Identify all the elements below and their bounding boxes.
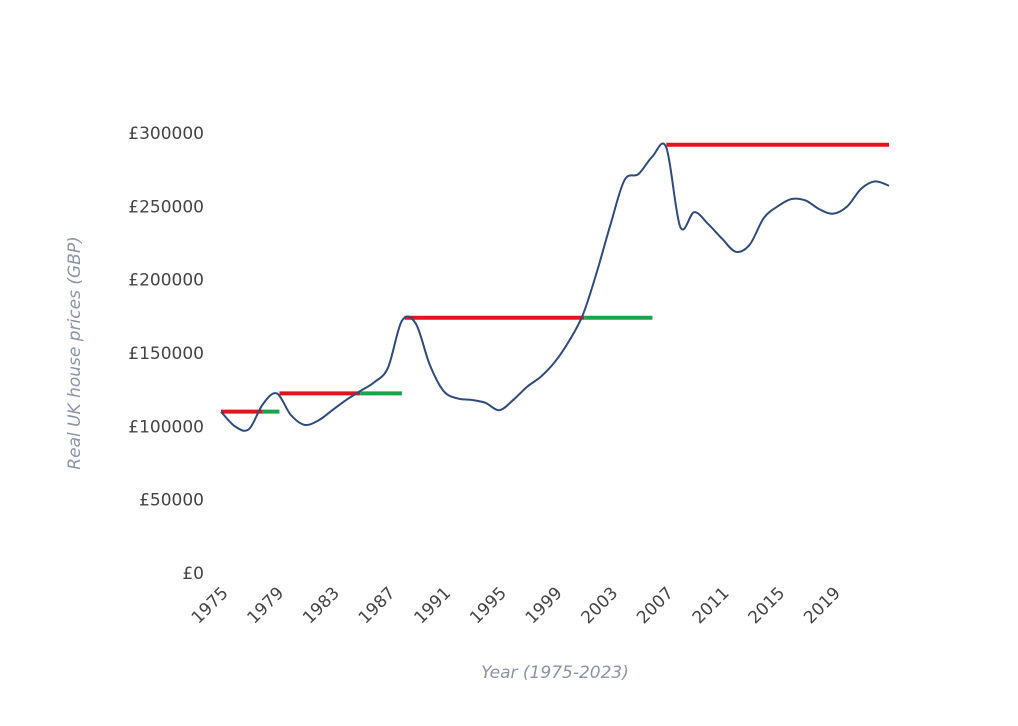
- y-tick-label: £50000: [139, 491, 204, 511]
- x-axis-ticks: 1975 1979 1983 1987 1991 1995 1999 2003 2007 2011…: [188, 583, 845, 628]
- x-tick-label: 1995: [466, 583, 511, 628]
- y-tick-label: £250000: [128, 197, 204, 217]
- x-tick-label: 2007: [633, 583, 678, 628]
- x-tick-label: 1999: [522, 583, 567, 628]
- y-tick-label: £0: [182, 564, 204, 584]
- x-tick-label: 2019: [800, 583, 845, 628]
- peak-lines: [221, 142, 889, 414]
- x-tick-label: 1975: [188, 583, 233, 628]
- x-tick-label: 1979: [243, 583, 288, 628]
- x-tick-label: 2003: [577, 583, 622, 628]
- y-tick-label: £300000: [128, 124, 204, 144]
- y-axis-ticks: £0 £50000 £100000 £150000 £200000 £250000 £300…: [128, 124, 204, 584]
- y-tick-label: £200000: [128, 271, 204, 291]
- x-tick-label: 1987: [355, 583, 400, 628]
- x-tick-label: 2015: [744, 583, 789, 628]
- y-tick-label: £150000: [128, 344, 204, 364]
- x-tick-label: 1991: [410, 583, 455, 628]
- y-axis-title: Real UK house prices (GBP): [65, 236, 85, 469]
- house-price-line: [220, 142, 890, 432]
- x-tick-label: 1983: [299, 583, 344, 628]
- x-tick-label: 2011: [689, 583, 734, 628]
- x-axis-title: Year (1975-2023): [481, 663, 629, 683]
- y-tick-label: £100000: [128, 417, 204, 437]
